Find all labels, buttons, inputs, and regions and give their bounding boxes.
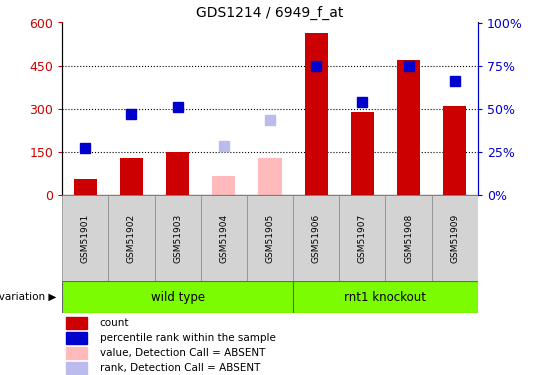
Bar	[351, 112, 374, 195]
Text: genotype/variation ▶: genotype/variation ▶	[0, 292, 57, 302]
Bar	[66, 347, 87, 359]
Bar	[73, 179, 97, 195]
Bar	[397, 60, 420, 195]
Bar	[66, 362, 87, 374]
Text: GSM51904: GSM51904	[219, 214, 228, 262]
Text: GSM51901: GSM51901	[80, 213, 90, 263]
FancyBboxPatch shape	[62, 195, 109, 281]
FancyBboxPatch shape	[154, 195, 201, 281]
Text: GSM51905: GSM51905	[266, 213, 274, 263]
FancyBboxPatch shape	[109, 195, 154, 281]
Text: wild type: wild type	[151, 291, 205, 304]
Text: rank, Detection Call = ABSENT: rank, Detection Call = ABSENT	[99, 363, 260, 374]
FancyBboxPatch shape	[431, 195, 478, 281]
Title: GDS1214 / 6949_f_at: GDS1214 / 6949_f_at	[197, 6, 343, 20]
Bar	[212, 176, 235, 195]
Text: GSM51906: GSM51906	[312, 213, 321, 263]
FancyBboxPatch shape	[386, 195, 431, 281]
Text: GSM51909: GSM51909	[450, 213, 460, 263]
Text: GSM51902: GSM51902	[127, 214, 136, 262]
Bar	[259, 158, 281, 195]
Bar	[166, 152, 189, 195]
Text: rnt1 knockout: rnt1 knockout	[345, 291, 427, 304]
Text: count: count	[99, 318, 129, 328]
Text: value, Detection Call = ABSENT: value, Detection Call = ABSENT	[99, 348, 265, 358]
FancyBboxPatch shape	[293, 195, 339, 281]
FancyBboxPatch shape	[293, 281, 478, 313]
FancyBboxPatch shape	[339, 195, 386, 281]
Text: GSM51907: GSM51907	[358, 213, 367, 263]
Bar	[66, 332, 87, 344]
Bar	[66, 317, 87, 329]
FancyBboxPatch shape	[247, 195, 293, 281]
Bar	[120, 158, 143, 195]
Text: GSM51903: GSM51903	[173, 213, 182, 263]
Text: percentile rank within the sample: percentile rank within the sample	[99, 333, 275, 344]
FancyBboxPatch shape	[201, 195, 247, 281]
Text: GSM51908: GSM51908	[404, 213, 413, 263]
Bar	[443, 106, 467, 195]
Bar	[305, 33, 328, 195]
FancyBboxPatch shape	[62, 281, 293, 313]
